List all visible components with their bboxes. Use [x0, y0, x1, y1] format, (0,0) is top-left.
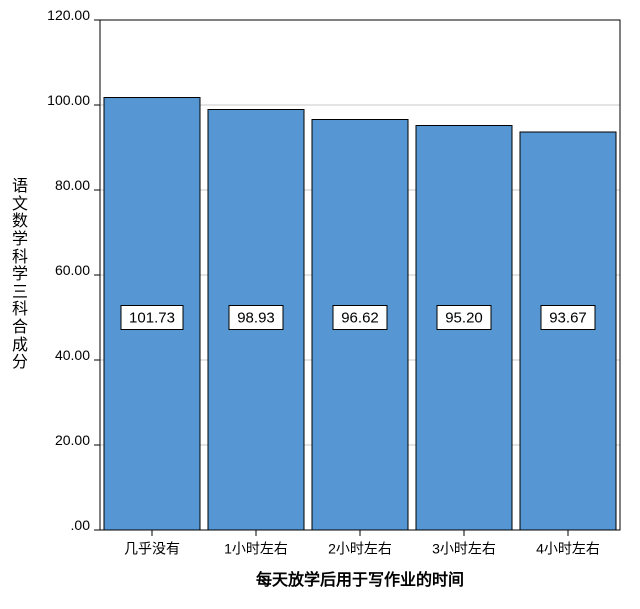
svg-text:93.67: 93.67	[549, 309, 587, 326]
value-label: 101.73	[121, 306, 183, 330]
y-tick-label: 100.00	[47, 92, 90, 108]
x-category-label: 2小时左右	[328, 541, 392, 557]
y-tick-label: 120.00	[47, 7, 90, 23]
x-category-label: 几乎没有	[124, 541, 180, 557]
y-tick-label: 20.00	[55, 432, 90, 448]
x-category-label: 1小时左右	[224, 541, 288, 557]
y-tick-label: 40.00	[55, 347, 90, 363]
y-tick-label: 80.00	[55, 177, 90, 193]
bar-chart: .00 20.00 40.00 60.00 80.00 100.00 120.00 几乎没有 1…	[0, 0, 640, 609]
svg-text:101.73: 101.73	[129, 309, 175, 326]
y-tick-label: .00	[71, 517, 91, 533]
svg-text:96.62: 96.62	[341, 309, 379, 326]
x-axis-title: 每天放学后用于写作业的时间	[256, 570, 464, 589]
value-label: 96.62	[333, 306, 387, 330]
svg-text:98.93: 98.93	[237, 309, 275, 326]
value-label: 98.93	[229, 306, 283, 330]
y-axis-title: 语文数学科学三科合成分	[10, 178, 30, 372]
value-label: 95.20	[437, 306, 491, 330]
x-category-label: 3小时左右	[432, 541, 496, 557]
bar	[520, 132, 616, 530]
svg-text:95.20: 95.20	[445, 309, 483, 326]
y-tick-label: 60.00	[55, 262, 90, 278]
chart-container: .00 20.00 40.00 60.00 80.00 100.00 120.00 几乎没有 1…	[0, 0, 640, 609]
x-category-label: 4小时左右	[536, 541, 600, 557]
value-label: 93.67	[541, 306, 595, 330]
